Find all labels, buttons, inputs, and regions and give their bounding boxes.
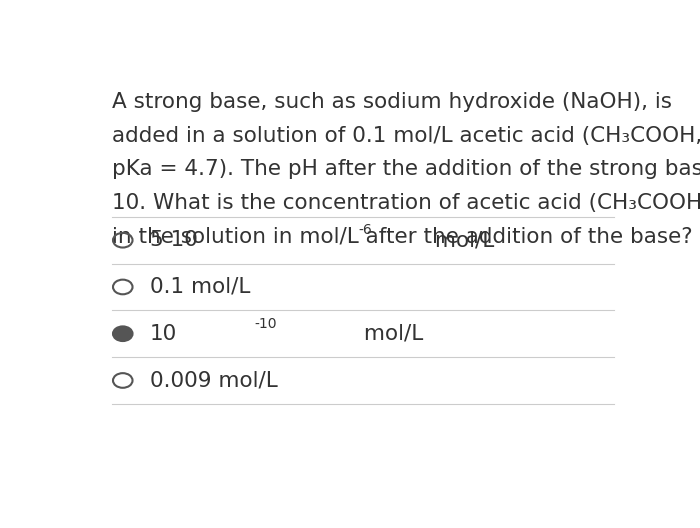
Text: 10: 10	[150, 324, 177, 344]
Text: 5 10: 5 10	[150, 230, 198, 250]
Text: 0.1 mol/L: 0.1 mol/L	[150, 277, 251, 297]
Text: mol/L: mol/L	[428, 230, 494, 250]
Text: mol/L: mol/L	[358, 324, 424, 344]
Text: -6: -6	[358, 223, 372, 237]
Text: A strong base, such as sodium hydroxide (NaOH), is: A strong base, such as sodium hydroxide …	[112, 92, 672, 112]
Text: pKa = 4.7). The pH after the addition of the strong base is: pKa = 4.7). The pH after the addition of…	[112, 159, 700, 180]
Text: 10. What is the concentration of acetic acid (CH₃COOH): 10. What is the concentration of acetic …	[112, 193, 700, 213]
Circle shape	[113, 326, 132, 341]
Text: -10: -10	[254, 317, 276, 331]
Text: in the solution in mol/L after the addition of the base?: in the solution in mol/L after the addit…	[112, 227, 692, 247]
Text: 0.009 mol/L: 0.009 mol/L	[150, 371, 278, 391]
Text: added in a solution of 0.1 mol/L acetic acid (CH₃COOH,: added in a solution of 0.1 mol/L acetic …	[112, 126, 700, 146]
